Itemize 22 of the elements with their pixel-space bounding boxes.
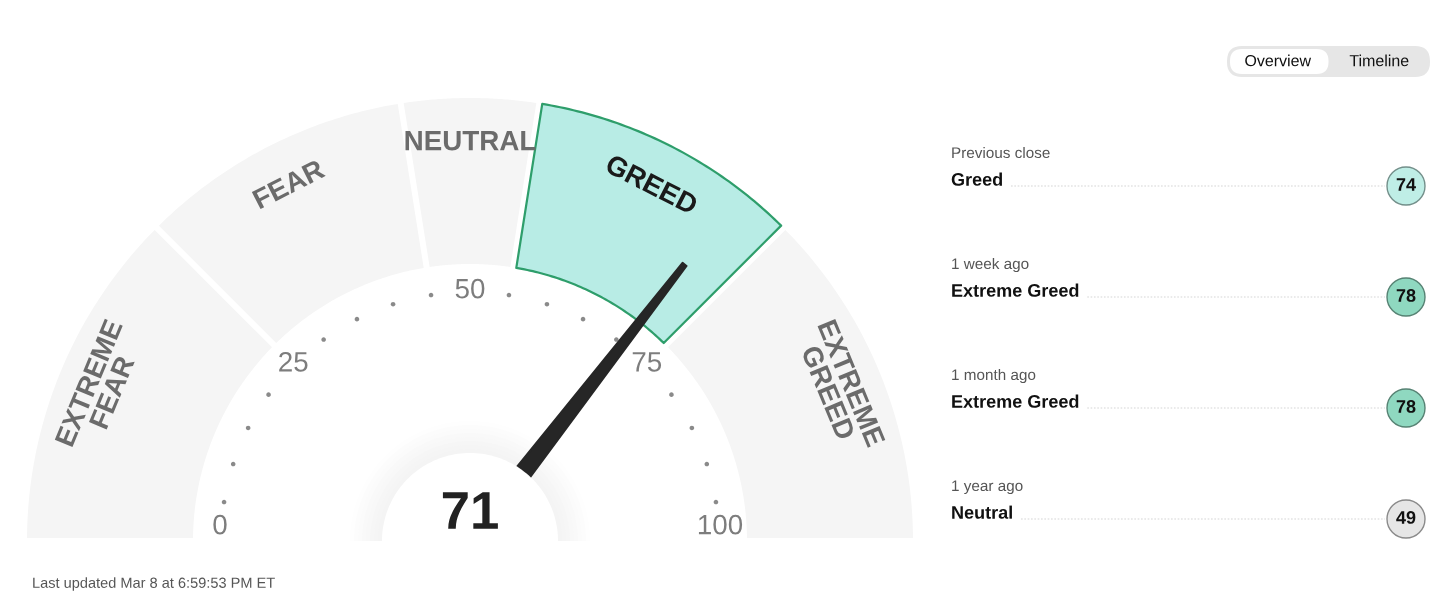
category-label: Neutral <box>952 505 1012 519</box>
text: Last updated Mar 8 at 6:59:53 PM ET <box>33 577 275 591</box>
category-label: Greed <box>951 172 1002 186</box>
text: 1 week ago <box>952 257 1029 273</box>
text: Previous close <box>952 146 1050 159</box>
data-label: 74 <box>1396 178 1416 191</box>
data-label: 78 <box>1396 400 1416 413</box>
text: Overview <box>1245 54 1312 67</box>
text: 1 month ago <box>952 368 1036 384</box>
text: 75 <box>632 352 662 372</box>
category-label: Extreme Greed <box>952 283 1079 297</box>
text: 100 <box>698 514 743 535</box>
category-label: Extreme Greed <box>952 394 1079 408</box>
text: 1 year ago <box>952 480 1023 495</box>
slice-label: NEUTRAL <box>405 131 536 151</box>
data-label: 49 <box>1396 511 1416 524</box>
text: 25 <box>279 352 308 372</box>
data-label: 78 <box>1396 289 1416 302</box>
text: 50 <box>455 278 485 299</box>
text: Timeline <box>1349 54 1409 67</box>
text: 0 <box>213 514 227 535</box>
text: 71 <box>442 492 498 529</box>
